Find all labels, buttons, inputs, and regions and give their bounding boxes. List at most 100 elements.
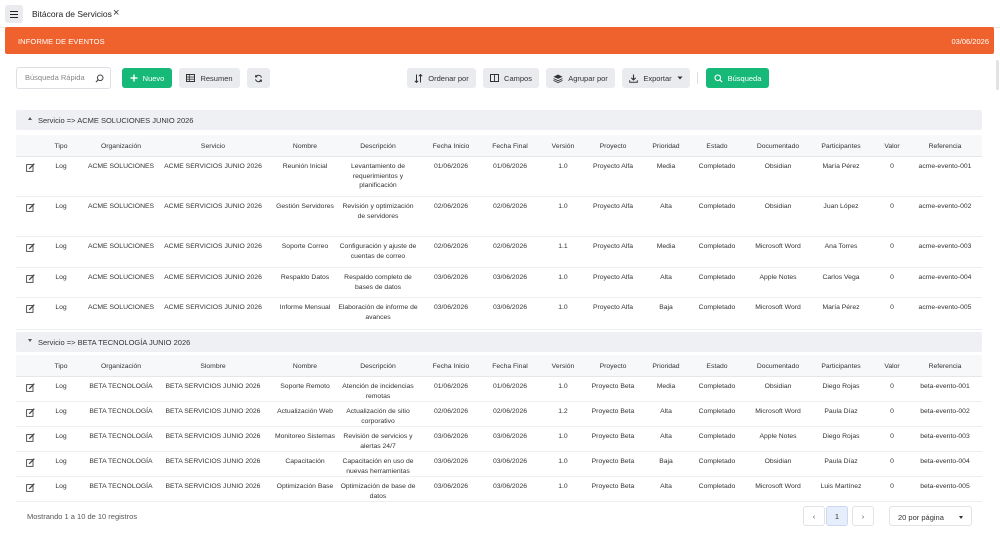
- sort-button-label: Ordenar por: [428, 73, 469, 83]
- table-cell: Microsoft Word: [755, 304, 801, 311]
- column-header[interactable]: Documentado: [756, 143, 800, 150]
- column-header[interactable]: Tipo: [54, 363, 68, 370]
- table-cell: María Pérez: [822, 163, 860, 170]
- edit-icon[interactable]: [26, 458, 35, 469]
- column-header[interactable]: Slombre: [200, 363, 226, 370]
- table-cell: Log: [55, 243, 67, 250]
- table-cell: BETA TECNOLOGÍA: [89, 458, 153, 465]
- table-cell: 1.1: [558, 243, 568, 250]
- column-header[interactable]: Estado: [706, 363, 728, 370]
- table-cell: Levantamiento de requerimientos y planif…: [350, 163, 406, 189]
- fields-button[interactable]: Campos: [483, 68, 539, 88]
- column-header[interactable]: Nombre: [292, 363, 318, 370]
- table-row: Log ACME SOLUCIONES ACME SERVICIOS JUNIO 2…: [16, 157, 982, 197]
- table-cell: Alta: [660, 483, 672, 490]
- collapse-caret-icon[interactable]: [28, 339, 32, 342]
- column-header[interactable]: Valor: [884, 363, 900, 370]
- tab-title[interactable]: Bitácora de Servicios: [32, 9, 112, 19]
- table-cell: Proyecto Alfa: [592, 203, 634, 210]
- table-cell: ACME SOLUCIONES: [87, 243, 155, 250]
- column-header[interactable]: Fecha Inicio: [432, 363, 470, 370]
- table-cell: beta-evento-004: [920, 458, 970, 465]
- scrollbar[interactable]: [996, 60, 999, 90]
- table-cell: 1.0: [558, 483, 568, 490]
- search-button[interactable]: Búsqueda: [706, 68, 769, 88]
- edit-icon[interactable]: [26, 433, 35, 444]
- table-cell: Log: [55, 163, 67, 170]
- group-by-button[interactable]: Agrupar por: [546, 68, 615, 88]
- refresh-button[interactable]: [247, 68, 270, 88]
- toolbar-divider: [697, 72, 698, 84]
- edit-icon[interactable]: [26, 383, 35, 394]
- search-input[interactable]: [25, 73, 95, 82]
- table-cell: ACME SERVICIOS JUNIO 2026: [164, 304, 262, 311]
- edit-icon[interactable]: [26, 483, 35, 494]
- table-cell: 02/06/2026: [433, 408, 469, 415]
- table-cell: beta-evento-003: [920, 433, 970, 440]
- column-header[interactable]: Organización: [100, 143, 142, 150]
- edit-icon[interactable]: [26, 203, 35, 214]
- column-header[interactable]: Documentado: [756, 363, 800, 370]
- table-cell: Diego Rojas: [822, 433, 860, 440]
- next-page-button[interactable]: ›: [852, 506, 874, 526]
- page-1-button[interactable]: 1: [826, 506, 848, 526]
- table-cell: Revisión de servicios y alertas 24/7: [343, 433, 413, 450]
- column-header[interactable]: Participantes: [821, 363, 861, 370]
- column-header[interactable]: Fecha Final: [492, 363, 528, 370]
- edit-icon[interactable]: [26, 304, 35, 315]
- refresh-icon: [254, 74, 263, 82]
- search-icon[interactable]: [95, 74, 104, 83]
- column-header[interactable]: Tipo: [54, 143, 68, 150]
- column-header[interactable]: Fecha Final: [492, 143, 528, 150]
- edit-icon[interactable]: [26, 243, 35, 254]
- prev-page-button[interactable]: ‹: [803, 506, 825, 526]
- edit-icon[interactable]: [26, 408, 35, 419]
- table-cell: BETA SERVICIOS JUNIO 2026: [165, 383, 261, 390]
- column-header[interactable]: Participantes: [821, 143, 861, 150]
- summary-button[interactable]: Resumen: [179, 68, 240, 88]
- column-header[interactable]: Proyecto: [599, 363, 627, 370]
- table-cell: Alta: [660, 433, 672, 440]
- sort-icon: [414, 73, 423, 83]
- table-cell: Completado: [698, 433, 736, 440]
- close-icon[interactable]: ×: [113, 7, 120, 19]
- new-button[interactable]: Nuevo: [122, 68, 172, 88]
- column-header[interactable]: Valor: [884, 143, 900, 150]
- table-cell: 1.0: [558, 203, 568, 210]
- column-header[interactable]: Estado: [706, 143, 728, 150]
- group-header[interactable]: Servicio => BETA TECNOLOGÍA JUNIO 2026: [16, 332, 982, 352]
- table-cell: 03/06/2026: [492, 274, 528, 281]
- table-cell: Log: [55, 408, 67, 415]
- export-button[interactable]: Exportar: [622, 68, 690, 88]
- collapse-caret-icon[interactable]: [28, 117, 32, 120]
- table-cell: acme-evento-002: [918, 203, 972, 210]
- page-size-select[interactable]: 20 por página: [889, 506, 972, 526]
- table-cell: beta-evento-005: [920, 483, 970, 490]
- column-header[interactable]: Referencia: [928, 363, 962, 370]
- table-cell: Log: [55, 274, 67, 281]
- summary-button-label: Resumen: [200, 73, 233, 83]
- column-header[interactable]: Referencia: [928, 143, 962, 150]
- column-header[interactable]: Prioridad: [652, 363, 680, 370]
- table-cell: Microsoft Word: [755, 243, 801, 250]
- table-cell: acme-evento-004: [918, 274, 972, 281]
- edit-icon[interactable]: [26, 274, 35, 285]
- group-header[interactable]: Servicio => ACME SOLUCIONES JUNIO 2026: [16, 110, 982, 130]
- column-header[interactable]: Versión: [551, 363, 575, 370]
- table-cell: Soporte Correo: [281, 243, 329, 250]
- column-header[interactable]: Proyecto: [599, 143, 627, 150]
- sort-button[interactable]: Ordenar por: [407, 68, 476, 88]
- column-header[interactable]: Descripción: [360, 363, 396, 370]
- column-header[interactable]: Organización: [100, 363, 142, 370]
- column-header[interactable]: Nombre: [292, 143, 318, 150]
- table-cell: María Pérez: [822, 304, 860, 311]
- column-header[interactable]: Servicio: [200, 143, 226, 150]
- hamburger-menu-icon[interactable]: [5, 5, 23, 23]
- table-cell: Gestión Servidores: [276, 203, 334, 210]
- edit-icon[interactable]: [26, 163, 35, 174]
- fields-button-label: Campos: [504, 73, 532, 83]
- column-header[interactable]: Versión: [551, 143, 575, 150]
- column-header[interactable]: Fecha Inicio: [432, 143, 470, 150]
- column-header[interactable]: Descripción: [360, 143, 396, 150]
- column-header[interactable]: Prioridad: [652, 143, 680, 150]
